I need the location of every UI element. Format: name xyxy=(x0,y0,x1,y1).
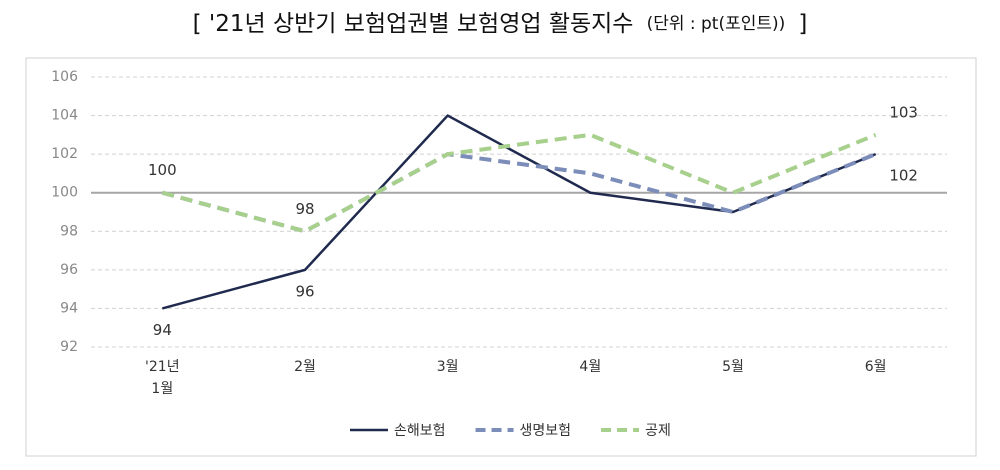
data-label: 94 xyxy=(153,321,172,339)
legend-label: 생명보험 xyxy=(520,423,572,439)
y-tick-label: 94 xyxy=(60,300,78,316)
legend-label: 공제 xyxy=(645,423,671,439)
x-tick-label: 6월 xyxy=(864,359,887,375)
legend-label: 손해보험 xyxy=(394,423,446,439)
x-tick-label: '21년 1월 xyxy=(145,359,180,397)
y-tick-label: 106 xyxy=(51,69,78,85)
y-tick-label: 104 xyxy=(51,108,78,124)
x-tick-label: 3월 xyxy=(436,359,459,375)
line xyxy=(161,132,877,234)
x-tick-label: 5월 xyxy=(722,359,744,375)
x-tick-label: 4월 xyxy=(579,359,602,375)
chart-title: [ '21년 상반기 보험업권별 보험영업 활동지수 (단위 : pt(포인트)… xyxy=(193,11,808,37)
x-tick-label: 2월 xyxy=(294,359,316,375)
data-label: 103 xyxy=(889,103,918,121)
data-label: 102 xyxy=(889,167,918,185)
chart-border xyxy=(25,57,977,457)
y-tick-label: 100 xyxy=(51,185,78,201)
legend: 손해보험 생명보험 공제 xyxy=(350,423,671,439)
y-tick-label: 98 xyxy=(60,223,78,239)
y-tick-label: 102 xyxy=(51,146,78,162)
data-label: 96 xyxy=(295,282,314,300)
data-label: 98 xyxy=(295,200,314,218)
y-tick-label: 92 xyxy=(60,339,78,355)
data-label: 100 xyxy=(148,161,177,179)
title-unit: (단위 : pt(포인트)) xyxy=(647,14,786,34)
title-end: ] xyxy=(798,11,807,37)
y-tick-label: 96 xyxy=(60,262,78,278)
title-main: [ '21년 상반기 보험업권별 보험영업 활동지수 xyxy=(193,11,634,37)
